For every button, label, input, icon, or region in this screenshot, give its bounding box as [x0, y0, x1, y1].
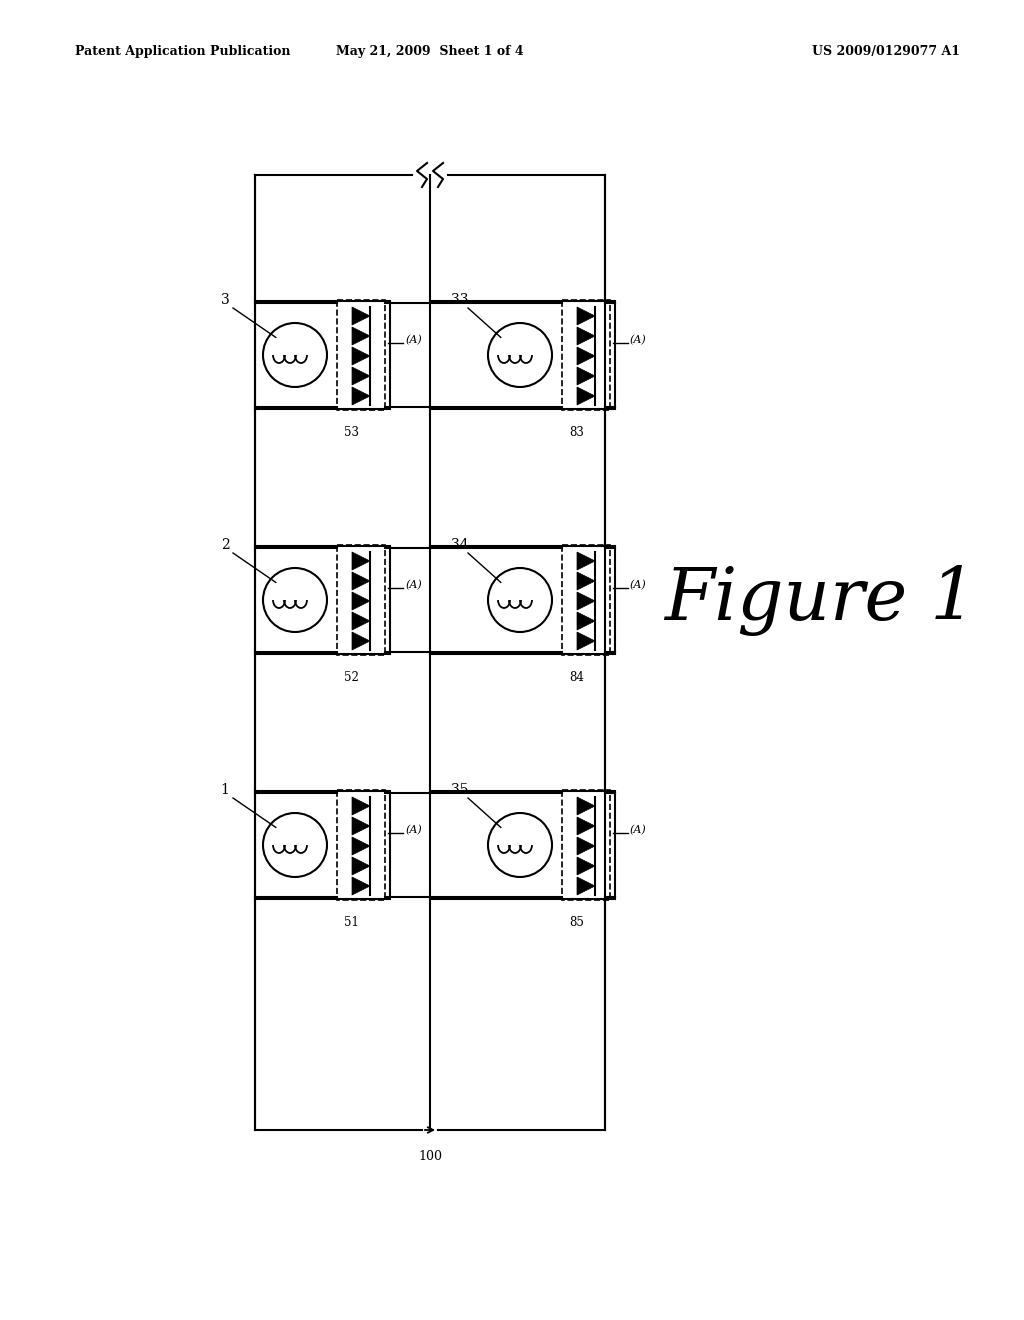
Bar	[430, 791, 615, 899]
Polygon shape	[352, 327, 370, 345]
Polygon shape	[577, 817, 595, 836]
Polygon shape	[577, 632, 595, 649]
Bar	[255, 545, 390, 655]
Polygon shape	[352, 552, 370, 570]
Text: 51: 51	[344, 916, 358, 929]
Polygon shape	[352, 837, 370, 855]
Polygon shape	[352, 308, 370, 325]
Polygon shape	[577, 367, 595, 385]
Text: (A): (A)	[630, 579, 647, 590]
Polygon shape	[577, 797, 595, 814]
Polygon shape	[577, 347, 595, 366]
Text: (A): (A)	[630, 335, 647, 345]
Polygon shape	[577, 612, 595, 630]
Bar	[337, 789, 385, 900]
Bar	[255, 791, 390, 899]
Polygon shape	[352, 632, 370, 649]
Text: Patent Application Publication: Patent Application Publication	[75, 45, 291, 58]
Text: 53: 53	[344, 426, 358, 440]
Text: (A): (A)	[406, 335, 422, 345]
Bar	[430, 545, 615, 655]
Polygon shape	[577, 572, 595, 590]
Polygon shape	[352, 387, 370, 405]
Text: 33: 33	[452, 293, 469, 308]
Text: 52: 52	[344, 671, 358, 684]
Polygon shape	[352, 612, 370, 630]
Polygon shape	[352, 857, 370, 875]
Text: 2: 2	[220, 539, 229, 552]
Polygon shape	[352, 367, 370, 385]
Text: 85: 85	[569, 916, 584, 929]
Text: May 21, 2009  Sheet 1 of 4: May 21, 2009 Sheet 1 of 4	[336, 45, 524, 58]
Polygon shape	[352, 591, 370, 610]
Bar	[337, 545, 385, 655]
Polygon shape	[352, 572, 370, 590]
Text: 84: 84	[569, 671, 584, 684]
Bar	[562, 300, 610, 411]
Polygon shape	[352, 797, 370, 814]
Text: 34: 34	[452, 539, 469, 552]
Polygon shape	[352, 876, 370, 895]
Polygon shape	[577, 308, 595, 325]
Polygon shape	[577, 552, 595, 570]
Polygon shape	[577, 857, 595, 875]
Polygon shape	[577, 837, 595, 855]
Bar	[337, 300, 385, 411]
Text: Figure 1: Figure 1	[664, 565, 976, 635]
Text: (A): (A)	[406, 825, 422, 836]
Bar	[562, 545, 610, 655]
Polygon shape	[577, 591, 595, 610]
Polygon shape	[577, 327, 595, 345]
Text: (A): (A)	[630, 825, 647, 836]
Bar	[562, 789, 610, 900]
Text: 3: 3	[220, 293, 229, 308]
Bar	[255, 301, 390, 409]
Polygon shape	[577, 387, 595, 405]
Polygon shape	[577, 876, 595, 895]
Text: 83: 83	[569, 426, 584, 440]
Polygon shape	[352, 347, 370, 366]
Bar	[430, 301, 615, 409]
Text: 35: 35	[452, 783, 469, 797]
Polygon shape	[352, 817, 370, 836]
Text: 100: 100	[418, 1150, 442, 1163]
Text: US 2009/0129077 A1: US 2009/0129077 A1	[812, 45, 961, 58]
Text: 1: 1	[220, 783, 229, 797]
Text: (A): (A)	[406, 579, 422, 590]
